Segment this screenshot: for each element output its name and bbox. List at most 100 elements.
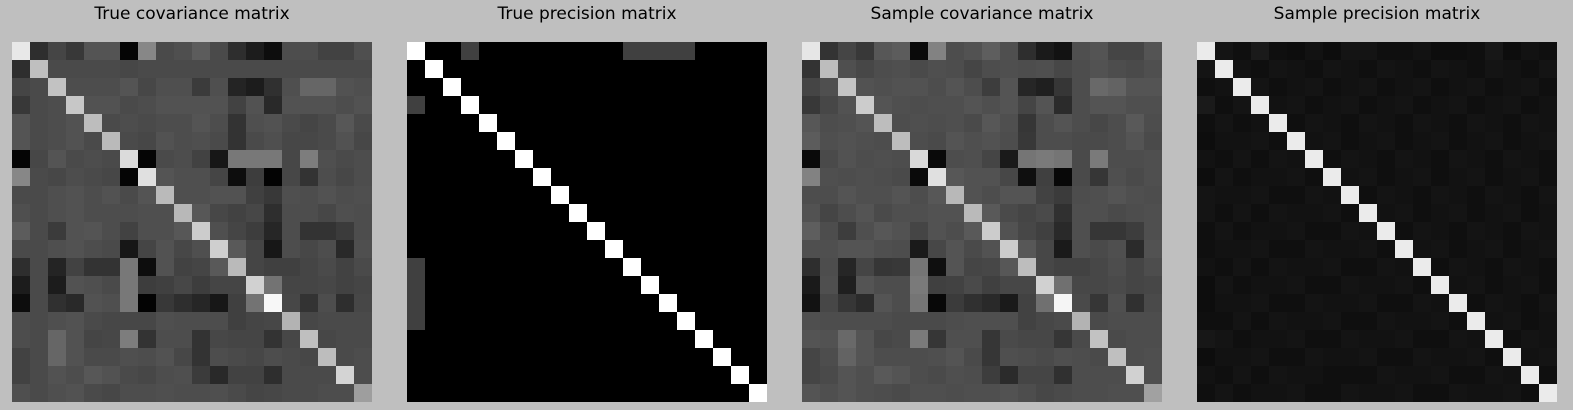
- heatmap-cell-r12-c8: [156, 258, 175, 277]
- heatmap-cell-r11-c3: [1251, 240, 1270, 259]
- heatmap-cell-r0-c11: [1395, 42, 1414, 61]
- heatmap-cell-r9-c14: [1054, 204, 1073, 223]
- heatmap-cell-r15-c18: [1126, 312, 1145, 331]
- heatmap-cell-r6-c14: [1449, 150, 1468, 169]
- heatmap-cell-r2-c12: [1018, 78, 1037, 97]
- heatmap-cell-r9-c7: [928, 204, 947, 223]
- heatmap-cell-r17-c19: [1539, 348, 1557, 367]
- heatmap-cell-r13-c10: [982, 276, 1001, 295]
- heatmap-cell-r7-c8: [551, 168, 570, 187]
- heatmap-cell-r9-c2: [838, 204, 857, 223]
- heatmap-cell-r7-c10: [192, 168, 211, 187]
- heatmap-cell-r11-c16: [1090, 240, 1109, 259]
- heatmap-cell-r0-c12: [623, 42, 642, 61]
- heatmap-cell-r15-c3: [1251, 312, 1270, 331]
- heatmap-cell-r12-c7: [1323, 258, 1342, 277]
- heatmap-cell-r7-c12: [623, 168, 642, 187]
- heatmap-cell-r4-c0: [1197, 114, 1216, 133]
- heatmap-cell-r4-c5: [102, 114, 121, 133]
- heatmap-cell-r10-c19: [354, 222, 372, 241]
- heatmap-cell-r11-c3: [856, 240, 875, 259]
- heatmap-cell-r5-c9: [964, 132, 983, 151]
- heatmap-cell-r5-c3: [461, 132, 480, 151]
- heatmap-cell-r16-c3: [66, 330, 85, 349]
- heatmap-cell-r8-c1: [820, 186, 839, 205]
- heatmap-cell-r13-c2: [443, 276, 462, 295]
- heatmap-true-precision: [407, 42, 767, 402]
- heatmap-cell-r19-c1: [425, 384, 444, 402]
- heatmap-cell-r9-c17: [1503, 204, 1522, 223]
- heatmap-cell-r18-c19: [354, 366, 372, 385]
- heatmap-cell-r7-c4: [479, 168, 498, 187]
- heatmap-cell-r8-c2: [443, 186, 462, 205]
- heatmap-cell-r9-c12: [623, 204, 642, 223]
- heatmap-cell-r18-c14: [659, 366, 678, 385]
- heatmap-cell-r7-c0: [802, 168, 821, 187]
- heatmap-cell-r2-c15: [282, 78, 301, 97]
- heatmap-cell-r3-c18: [1126, 96, 1145, 115]
- heatmap-cell-r2-c8: [551, 78, 570, 97]
- heatmap-cell-r8-c17: [713, 186, 732, 205]
- heatmap-cell-r0-c13: [246, 42, 265, 61]
- heatmap-cell-r2-c13: [246, 78, 265, 97]
- heatmap-cell-r2-c6: [1305, 78, 1324, 97]
- heatmap-cell-r11-c1: [1215, 240, 1234, 259]
- heatmap-cell-r14-c2: [443, 294, 462, 313]
- heatmap-cell-r8-c3: [66, 186, 85, 205]
- heatmap-cell-r11-c1: [425, 240, 444, 259]
- heatmap-cell-r3-c9: [174, 96, 193, 115]
- heatmap-cell-r14-c3: [66, 294, 85, 313]
- heatmap-cell-r1-c7: [928, 60, 947, 79]
- heatmap-cell-r6-c13: [1431, 150, 1450, 169]
- heatmap-cell-r6-c6: [515, 150, 534, 169]
- heatmap-cell-r8-c16: [1090, 186, 1109, 205]
- heatmap-cell-r0-c16: [695, 42, 714, 61]
- heatmap-cell-r17-c15: [1467, 348, 1486, 367]
- heatmap-cell-r4-c15: [282, 114, 301, 133]
- heatmap-cell-r18-c11: [1395, 366, 1414, 385]
- heatmap-cell-r16-c17: [1108, 330, 1127, 349]
- heatmap-cell-r8-c6: [910, 186, 929, 205]
- heatmap-cell-r4-c4: [874, 114, 893, 133]
- heatmap-cell-r14-c18: [336, 294, 355, 313]
- heatmap-cell-r17-c17: [1503, 348, 1522, 367]
- heatmap-cell-r7-c15: [1467, 168, 1486, 187]
- heatmap-cell-r0-c13: [1431, 42, 1450, 61]
- heatmap-cell-r5-c1: [30, 132, 49, 151]
- heatmap-cell-r4-c10: [587, 114, 606, 133]
- heatmap-cell-r1-c8: [551, 60, 570, 79]
- heatmap-cell-r7-c2: [48, 168, 67, 187]
- heatmap-cell-r5-c3: [66, 132, 85, 151]
- heatmap-cell-r13-c12: [1413, 276, 1432, 295]
- heatmap-cell-r19-c13: [246, 384, 265, 402]
- heatmap-cell-r9-c6: [1305, 204, 1324, 223]
- heatmap-cell-r15-c13: [1036, 312, 1055, 331]
- heatmap-cell-r12-c8: [1341, 258, 1360, 277]
- heatmap-cell-r16-c14: [659, 330, 678, 349]
- heatmap-cell-r8-c10: [982, 186, 1001, 205]
- heatmap-cell-r3-c6: [910, 96, 929, 115]
- heatmap-cell-r10-c11: [1000, 222, 1019, 241]
- heatmap-cell-r8-c4: [479, 186, 498, 205]
- heatmap-cell-r8-c9: [1359, 186, 1378, 205]
- heatmap-cell-r7-c5: [1287, 168, 1306, 187]
- heatmap-cell-r3-c15: [677, 96, 696, 115]
- heatmap-cell-r13-c15: [282, 276, 301, 295]
- heatmap-cell-r10-c4: [1269, 222, 1288, 241]
- heatmap-cell-r14-c14: [1449, 294, 1468, 313]
- heatmap-cell-r9-c9: [174, 204, 193, 223]
- heatmap-cell-r17-c15: [1072, 348, 1091, 367]
- heatmap-cell-r3-c12: [1413, 96, 1432, 115]
- heatmap-cell-r15-c6: [515, 312, 534, 331]
- heatmap-cell-r10-c7: [928, 222, 947, 241]
- heatmap-cell-r3-c14: [1449, 96, 1468, 115]
- heatmap-cell-r7-c10: [587, 168, 606, 187]
- heatmap-cell-r0-c1: [820, 42, 839, 61]
- heatmap-cell-r15-c1: [425, 312, 444, 331]
- heatmap-cell-r19-c2: [838, 384, 857, 402]
- heatmap-cell-r3-c7: [533, 96, 552, 115]
- heatmap-cell-r6-c10: [1377, 150, 1396, 169]
- heatmap-cell-r0-c11: [1000, 42, 1019, 61]
- heatmap-cell-r14-c12: [228, 294, 247, 313]
- heatmap-cell-r15-c6: [120, 312, 139, 331]
